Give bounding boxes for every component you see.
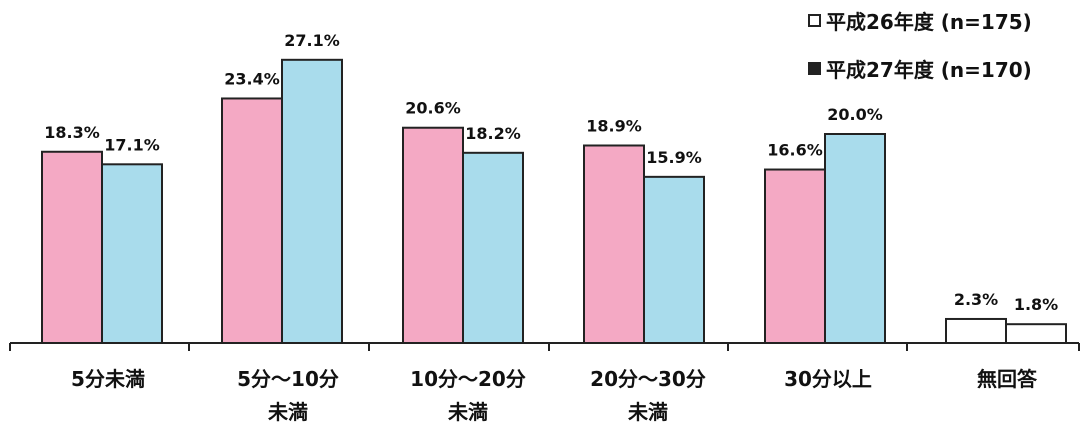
category-label: 無回答 xyxy=(977,367,1037,391)
data-label: 15.9% xyxy=(646,148,702,167)
bar xyxy=(824,133,886,344)
bar xyxy=(764,168,826,344)
category-label: 10分～20分 未満 xyxy=(410,367,526,424)
data-label: 17.1% xyxy=(104,135,160,154)
bar xyxy=(41,150,103,344)
legend-swatch-2014 xyxy=(808,13,821,27)
bar xyxy=(402,126,464,345)
category-label: 5分～10分 未満 xyxy=(237,367,339,424)
legend-item-2014: 平成26年度 (n=175) xyxy=(808,6,1080,34)
data-label: 20.0% xyxy=(827,105,883,124)
bar xyxy=(101,163,163,344)
data-label: 27.1% xyxy=(284,31,340,50)
legend-item-2015: 平成27年度 (n=170) xyxy=(808,54,1080,82)
legend-label-2014: 平成26年度 (n=175) xyxy=(826,9,1032,34)
data-label: 1.8% xyxy=(1014,295,1058,314)
data-label: 18.2% xyxy=(465,124,521,143)
legend-label-2015: 平成27年度 (n=170) xyxy=(826,57,1032,82)
bar xyxy=(281,58,343,345)
legend: 平成26年度 (n=175) 平成27年度 (n=170) xyxy=(808,6,1080,102)
data-label: 16.6% xyxy=(767,141,823,160)
data-label: 20.6% xyxy=(405,99,461,118)
bar xyxy=(583,144,645,344)
data-label: 23.4% xyxy=(224,69,280,88)
data-label: 18.9% xyxy=(586,116,642,135)
bar xyxy=(643,175,705,344)
category-label: 20分～30分 未満 xyxy=(590,367,706,424)
bar xyxy=(945,317,1007,344)
bar xyxy=(221,97,283,344)
bar xyxy=(462,151,524,344)
bar xyxy=(1005,323,1067,345)
category-label: 5分未満 xyxy=(71,367,145,391)
category-label: 30分以上 xyxy=(784,367,872,391)
data-label: 2.3% xyxy=(954,290,998,309)
data-label: 18.3% xyxy=(44,123,100,142)
legend-swatch-2015 xyxy=(808,61,821,75)
